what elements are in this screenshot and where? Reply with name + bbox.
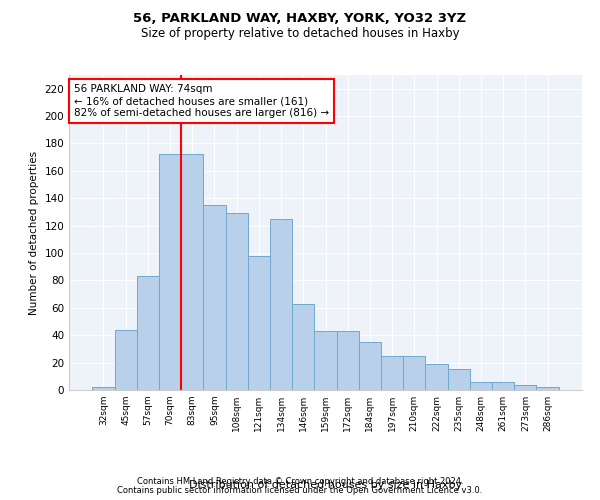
- Bar: [514, 384, 536, 390]
- Bar: [536, 388, 559, 390]
- Bar: [115, 330, 137, 390]
- Bar: [403, 356, 425, 390]
- Text: Contains public sector information licensed under the Open Government Licence v3: Contains public sector information licen…: [118, 486, 482, 495]
- Bar: [292, 304, 314, 390]
- Bar: [381, 356, 403, 390]
- Bar: [314, 331, 337, 390]
- Bar: [270, 219, 292, 390]
- Bar: [159, 154, 181, 390]
- Bar: [226, 214, 248, 390]
- Bar: [181, 154, 203, 390]
- Bar: [137, 276, 159, 390]
- Text: 56, PARKLAND WAY, HAXBY, YORK, YO32 3YZ: 56, PARKLAND WAY, HAXBY, YORK, YO32 3YZ: [133, 12, 467, 26]
- X-axis label: Distribution of detached houses by size in Haxby: Distribution of detached houses by size …: [189, 480, 462, 490]
- Bar: [359, 342, 381, 390]
- Bar: [425, 364, 448, 390]
- Text: Size of property relative to detached houses in Haxby: Size of property relative to detached ho…: [140, 28, 460, 40]
- Text: Contains HM Land Registry data © Crown copyright and database right 2024.: Contains HM Land Registry data © Crown c…: [137, 477, 463, 486]
- Bar: [470, 382, 492, 390]
- Y-axis label: Number of detached properties: Number of detached properties: [29, 150, 39, 314]
- Bar: [203, 205, 226, 390]
- Bar: [492, 382, 514, 390]
- Bar: [448, 370, 470, 390]
- Bar: [248, 256, 270, 390]
- Bar: [92, 388, 115, 390]
- Text: 56 PARKLAND WAY: 74sqm
← 16% of detached houses are smaller (161)
82% of semi-de: 56 PARKLAND WAY: 74sqm ← 16% of detached…: [74, 84, 329, 117]
- Bar: [337, 331, 359, 390]
